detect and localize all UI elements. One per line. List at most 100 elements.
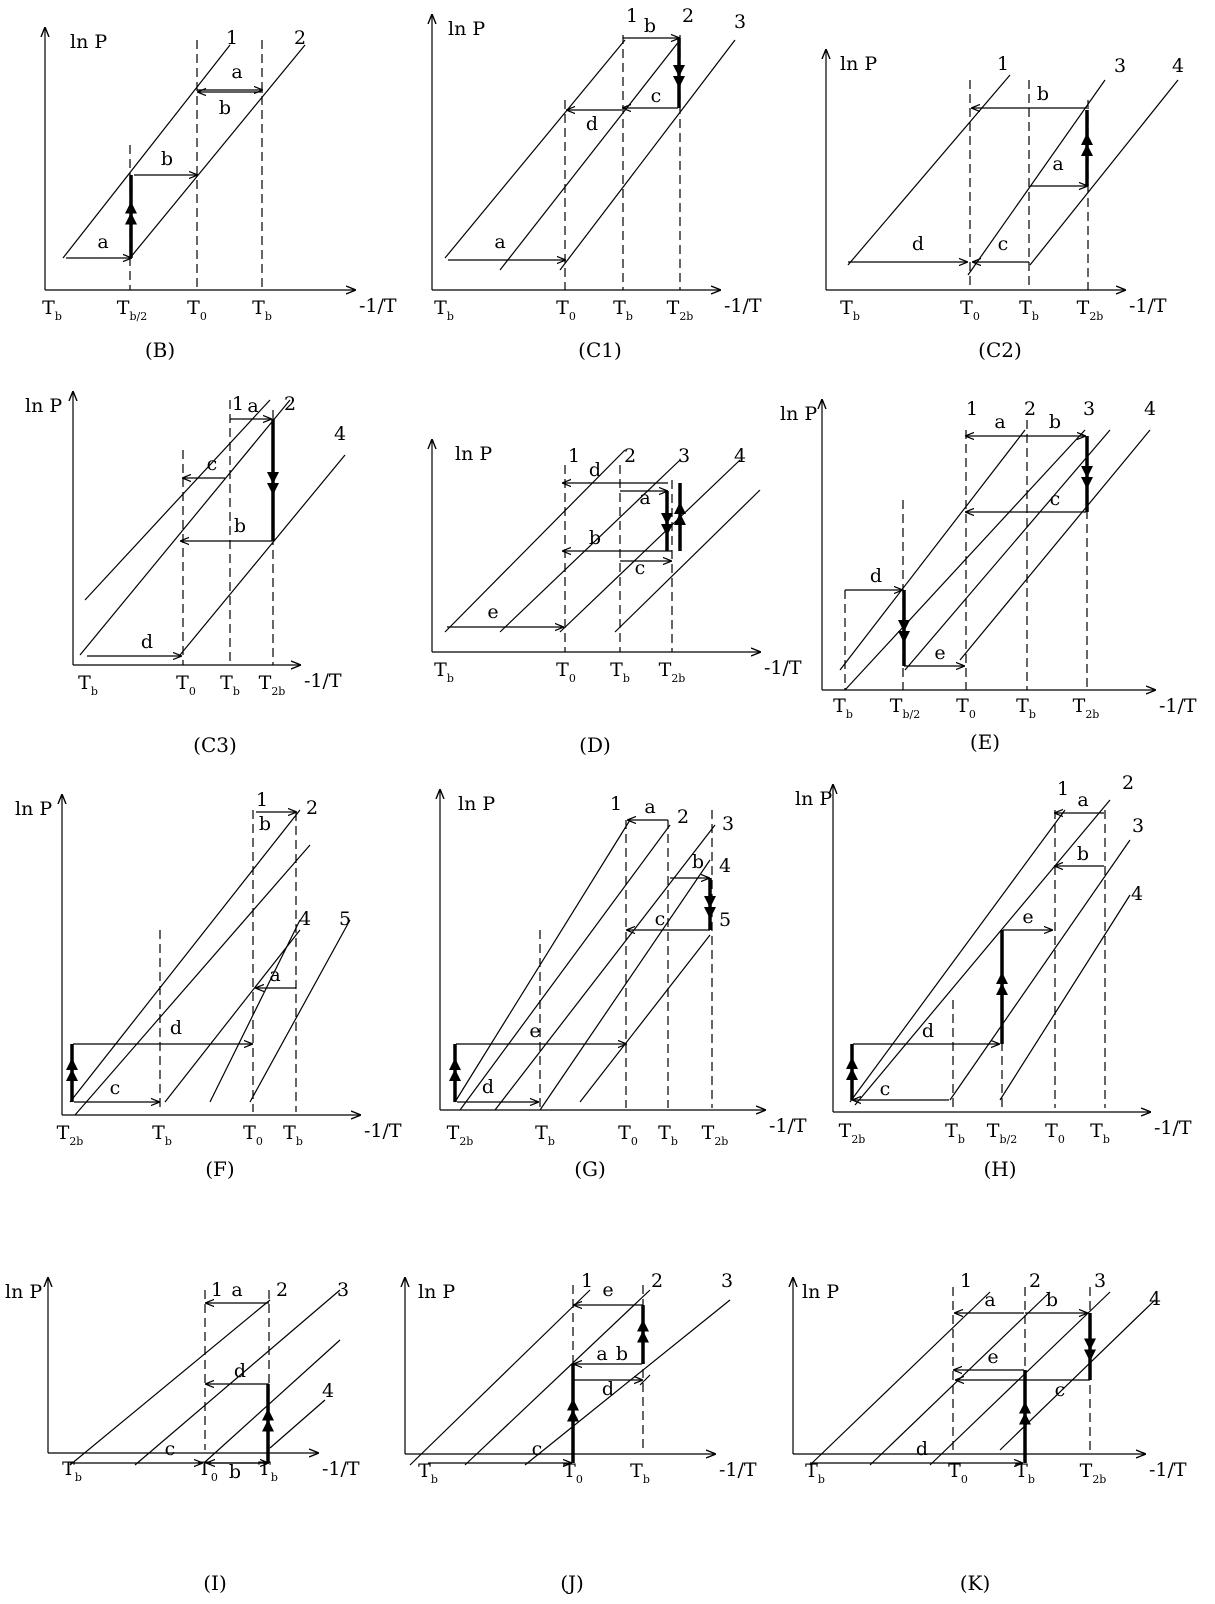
isostere-line: [499, 39, 681, 271]
isostere-line: [839, 429, 1026, 671]
tick-label: T2b: [57, 1122, 84, 1148]
y-axis-label: ln P: [418, 1281, 455, 1303]
tick-label: Tb: [62, 1458, 82, 1484]
isostere-line: [134, 1289, 341, 1466]
tick-label: Tb: [1090, 1120, 1110, 1146]
step-arrowhead: [1019, 1412, 1031, 1425]
isostere-number: 1: [568, 445, 580, 467]
isostere-line: [539, 859, 711, 1111]
isostere-number: 3: [734, 11, 746, 33]
y-axis-label: ln P: [448, 18, 485, 40]
step-label: c: [998, 233, 1009, 255]
tick-label: T0: [198, 1458, 218, 1484]
isostere-number: 5: [719, 909, 731, 931]
step-arrowhead: [449, 1058, 461, 1070]
x-axis-label: -1/T: [1154, 1117, 1192, 1139]
isostere-number: 3: [722, 813, 734, 835]
x-axis-label: -1/T: [724, 295, 762, 317]
isostere-number: 4: [1144, 398, 1156, 420]
step-arrowhead: [898, 620, 910, 632]
y-axis-label: ln P: [795, 788, 832, 810]
isostere-number: 3: [721, 1270, 733, 1292]
step-arrowhead: [846, 1057, 858, 1069]
tick-label: Tb: [42, 297, 62, 323]
y-axis-label: ln P: [455, 443, 492, 465]
isostere-number: 3: [1114, 55, 1126, 77]
step-label: d: [602, 1378, 614, 1400]
isostere-line: [494, 824, 716, 1111]
step-label: b: [1077, 843, 1089, 865]
panel-caption: (J): [560, 1571, 584, 1595]
step-label: d: [234, 1360, 246, 1382]
step-label: a: [1052, 153, 1063, 175]
isostere-line: [84, 399, 271, 601]
isostere-line: [444, 449, 626, 633]
y-axis-label: ln P: [15, 798, 52, 820]
panel-caption: (C1): [578, 338, 622, 362]
x-axis-label: -1/T: [359, 295, 397, 317]
step-label: a: [231, 61, 242, 83]
tick-label: T0: [176, 672, 196, 698]
isostere-line: [614, 489, 761, 633]
step-label: a: [639, 487, 650, 509]
isostere-line: [164, 929, 301, 1103]
tick-label: Tb: [152, 1122, 172, 1148]
tick-label: T2b: [1077, 297, 1104, 323]
tick-label: T0: [948, 1460, 968, 1486]
isostere-line: [269, 1399, 326, 1449]
tick-label: Tb: [434, 659, 454, 685]
step-label: e: [1022, 906, 1033, 928]
panel-caption: (C3): [193, 733, 237, 757]
isostere-number: 3: [337, 1279, 349, 1301]
y-axis-label: ln P: [70, 31, 107, 53]
step-label: c: [1050, 488, 1061, 510]
panel-c1: ln P -1/T 1 2 3 Tb T0 Tb T2b a b c d (C1): [432, 5, 762, 362]
step-label: c: [165, 1438, 176, 1460]
step-label: b: [259, 813, 271, 835]
step-arrowhead: [1081, 477, 1093, 489]
step-arrowhead: [1084, 1338, 1096, 1351]
tick-label: Tb: [1019, 297, 1039, 323]
tick-label: T0: [187, 297, 207, 323]
tick-label: T0: [556, 297, 576, 323]
y-axis-label: ln P: [5, 1281, 42, 1303]
step-arrowhead: [262, 1408, 274, 1421]
step-arrowhead: [1081, 144, 1093, 156]
step-arrowhead: [704, 907, 716, 919]
isostere-line: [524, 1299, 731, 1466]
isostere-line: [459, 824, 671, 1111]
isostere-number: 4: [719, 855, 731, 877]
isostere-number: 2: [276, 1279, 288, 1301]
step-label: d: [916, 1438, 928, 1460]
y-axis-label: ln P: [458, 793, 495, 815]
isostere-number: 2: [306, 797, 318, 819]
isostere-number: 2: [294, 27, 306, 49]
step-label: d: [912, 233, 924, 255]
isostere-line: [844, 429, 1086, 691]
step-arrowhead: [673, 65, 685, 77]
step-label: c: [110, 1077, 121, 1099]
isostere-number: 2: [1029, 1270, 1041, 1292]
step-label: d: [870, 565, 882, 587]
tick-label: Tb: [630, 1460, 650, 1486]
isostere-number: 1: [960, 1270, 972, 1292]
x-axis-label: -1/T: [1149, 1459, 1187, 1481]
panel-caption: (K): [960, 1571, 991, 1595]
step-arrowhead: [267, 483, 279, 495]
isostere-line: [904, 429, 1111, 671]
step-label: a: [269, 964, 280, 986]
isostere-line: [499, 459, 681, 633]
step-label: d: [482, 1076, 494, 1098]
isostere-line: [204, 1339, 341, 1463]
panel-caption: (G): [574, 1157, 606, 1181]
isostere-number: 1: [581, 1270, 593, 1292]
isostere-line: [464, 1289, 651, 1466]
isostere-line: [559, 39, 736, 271]
step-label: b: [219, 97, 231, 119]
x-axis-label: -1/T: [322, 1458, 360, 1480]
tick-label: Tb: [805, 1460, 825, 1486]
isostere-number: 3: [1083, 398, 1095, 420]
step-label: b: [644, 15, 656, 37]
step-arrowhead: [125, 212, 137, 225]
